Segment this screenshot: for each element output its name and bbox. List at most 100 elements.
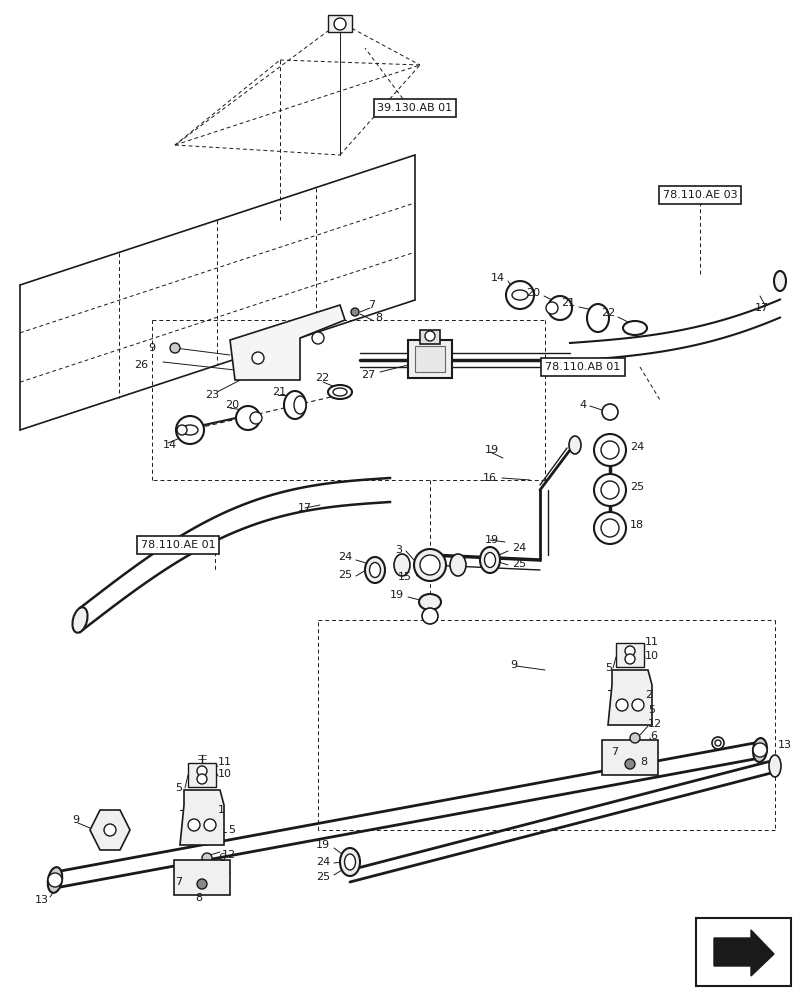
Text: 1: 1 [217, 805, 225, 815]
Ellipse shape [284, 391, 306, 419]
Text: 5: 5 [647, 705, 654, 715]
Polygon shape [328, 15, 351, 32]
Text: 25: 25 [629, 482, 643, 492]
Ellipse shape [752, 738, 766, 762]
Circle shape [624, 759, 634, 769]
Ellipse shape [182, 425, 198, 435]
Circle shape [545, 302, 557, 314]
Ellipse shape [393, 554, 410, 576]
Text: 20: 20 [225, 400, 238, 410]
Circle shape [236, 406, 260, 430]
Text: 11: 11 [644, 637, 659, 647]
Text: 12: 12 [647, 719, 661, 729]
Circle shape [424, 331, 435, 341]
Polygon shape [188, 763, 216, 787]
Circle shape [188, 819, 200, 831]
Text: 24: 24 [629, 442, 643, 452]
Polygon shape [713, 930, 773, 976]
Ellipse shape [569, 436, 581, 454]
Ellipse shape [328, 385, 351, 399]
Circle shape [202, 853, 212, 863]
Circle shape [48, 873, 62, 887]
Text: 7: 7 [610, 747, 617, 757]
Ellipse shape [48, 867, 62, 893]
Text: 17: 17 [754, 303, 768, 313]
Text: 26: 26 [134, 360, 148, 370]
Circle shape [601, 404, 617, 420]
Circle shape [631, 699, 643, 711]
Ellipse shape [419, 555, 440, 575]
Text: 22: 22 [315, 373, 328, 383]
Circle shape [594, 474, 625, 506]
Text: 17: 17 [298, 503, 311, 513]
Polygon shape [230, 305, 345, 380]
Text: 8: 8 [195, 893, 202, 903]
Text: 24: 24 [512, 543, 526, 553]
Circle shape [600, 519, 618, 537]
Text: 19: 19 [389, 590, 404, 600]
Text: 10: 10 [644, 651, 659, 661]
Polygon shape [601, 740, 657, 775]
Bar [695, 918, 790, 986]
Circle shape [752, 743, 766, 757]
Text: 15: 15 [397, 572, 411, 582]
Text: 21: 21 [560, 298, 574, 308]
Circle shape [711, 737, 723, 749]
Circle shape [333, 18, 345, 30]
Text: 25: 25 [512, 559, 526, 569]
Text: 8: 8 [639, 757, 646, 767]
Ellipse shape [72, 607, 88, 633]
Text: 14: 14 [491, 273, 504, 283]
Ellipse shape [449, 554, 466, 576]
Ellipse shape [344, 854, 355, 870]
Circle shape [600, 481, 618, 499]
Circle shape [594, 434, 625, 466]
Ellipse shape [768, 755, 780, 777]
Circle shape [197, 879, 207, 889]
Text: 16: 16 [483, 473, 496, 483]
Ellipse shape [479, 547, 500, 573]
Circle shape [169, 343, 180, 353]
Circle shape [350, 308, 358, 316]
Text: 78.110.AE 01: 78.110.AE 01 [140, 540, 215, 550]
Bar [419, 330, 440, 344]
Text: 5: 5 [604, 663, 611, 673]
Ellipse shape [622, 321, 646, 335]
Text: 22: 22 [600, 308, 614, 318]
Text: 24: 24 [315, 857, 329, 867]
Ellipse shape [333, 388, 346, 396]
Ellipse shape [586, 304, 608, 332]
Text: 24: 24 [337, 552, 351, 562]
Polygon shape [607, 670, 651, 725]
Text: 39.130.AB 01: 39.130.AB 01 [377, 103, 452, 113]
Circle shape [616, 699, 627, 711]
Text: 12: 12 [221, 850, 236, 860]
Text: 2: 2 [644, 690, 651, 700]
Circle shape [176, 416, 204, 444]
Text: 21: 21 [272, 387, 285, 397]
Polygon shape [180, 790, 224, 845]
Circle shape [197, 774, 207, 784]
Text: 78.110.AB 01: 78.110.AB 01 [545, 362, 620, 372]
Ellipse shape [340, 848, 359, 876]
Text: 8: 8 [375, 313, 382, 323]
Text: 19: 19 [484, 535, 499, 545]
Circle shape [629, 733, 639, 743]
Polygon shape [90, 810, 130, 850]
Circle shape [624, 646, 634, 656]
Circle shape [624, 654, 634, 664]
Text: 6: 6 [649, 731, 656, 741]
Text: 14: 14 [163, 440, 177, 450]
Polygon shape [616, 643, 643, 667]
Text: 13: 13 [777, 740, 791, 750]
Circle shape [547, 296, 571, 320]
Text: 23: 23 [204, 390, 219, 400]
Circle shape [251, 352, 264, 364]
Ellipse shape [773, 271, 785, 291]
Circle shape [177, 425, 187, 435]
Circle shape [714, 740, 720, 746]
Circle shape [594, 512, 625, 544]
Circle shape [104, 824, 116, 836]
Text: 20: 20 [526, 288, 539, 298]
Ellipse shape [484, 552, 495, 568]
